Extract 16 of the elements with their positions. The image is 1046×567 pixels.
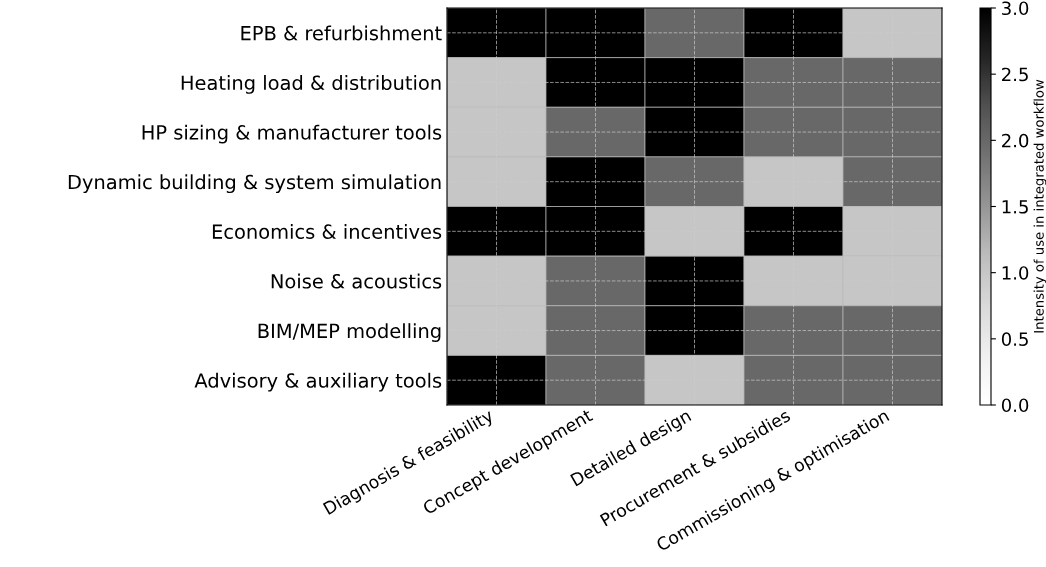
color-bar-label: 2.0 xyxy=(1002,133,1029,148)
color-bar-label: 2.5 xyxy=(1002,67,1028,82)
y-tick-label: Heating load & distribution xyxy=(181,75,441,94)
color-bar-label: 0.5 xyxy=(1001,332,1028,346)
y-tick-label: BIM/MEP modelling xyxy=(258,323,441,342)
color-bar-label: 0.0 xyxy=(1001,398,1029,413)
color-bar-label: 1.0 xyxy=(1002,266,1029,280)
y-tick-label: Economics & incentives xyxy=(212,223,442,239)
y-tick-label: HP sizing & manufacturer tools xyxy=(142,124,442,144)
y-tick-label: Advisory & auxiliary tools xyxy=(194,372,442,392)
color-bar-label: 1.5 xyxy=(1002,200,1028,214)
y-tick-label: Dynamic building & system simulation xyxy=(68,174,441,194)
y-tick-label: EPB & refurbishment xyxy=(241,25,442,41)
y-tick-label: Noise & acoustics xyxy=(271,273,442,289)
color-bar-title: Intensity of use in integrated workflow xyxy=(1033,79,1046,333)
color-bar-label: 3.0 xyxy=(1002,1,1029,16)
